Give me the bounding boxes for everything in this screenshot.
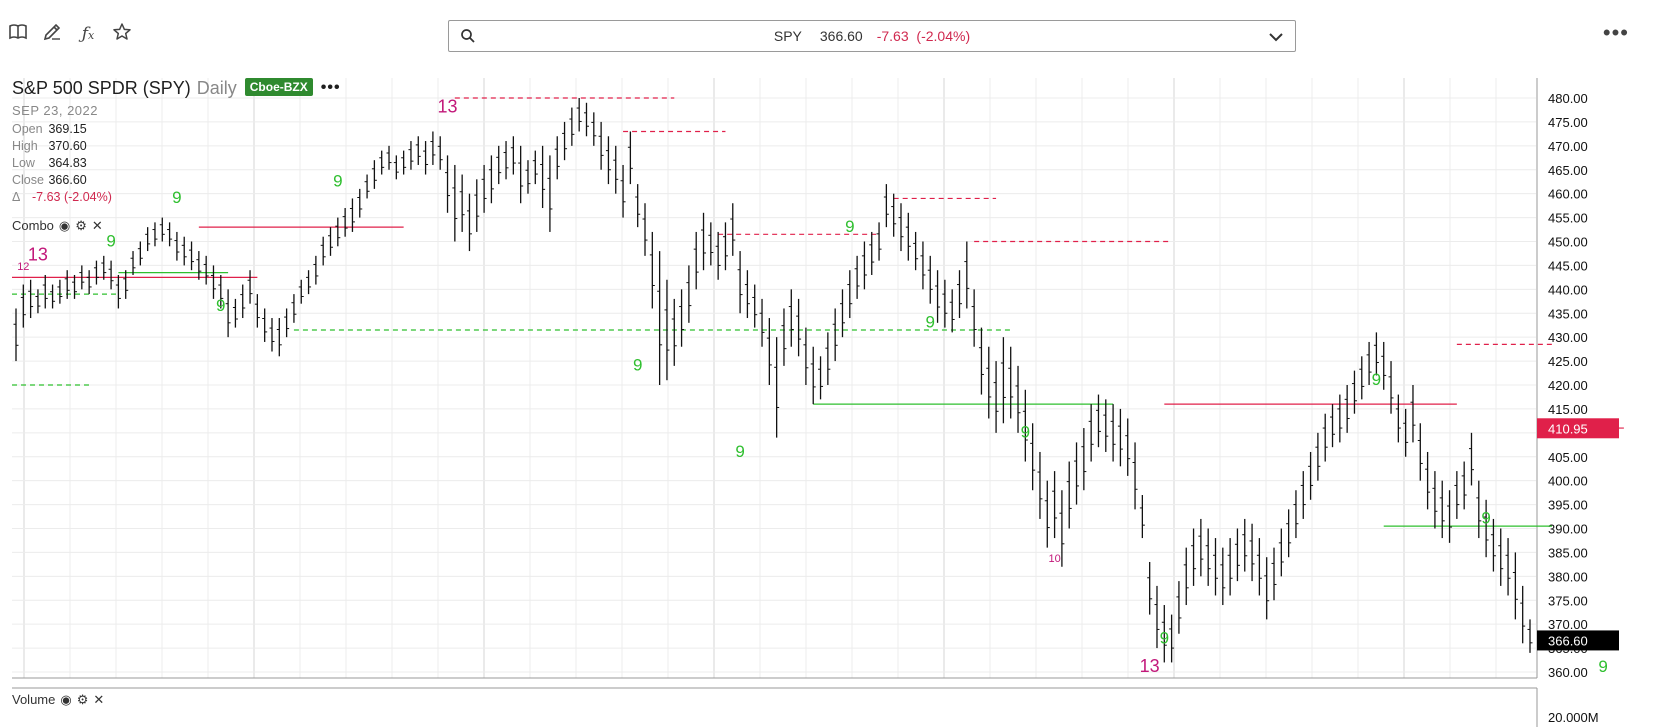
volume-tick-label: 20.000M [1548, 710, 1599, 725]
sequential-count-label: 9 [1481, 509, 1490, 528]
y-tick-label: 395.00 [1548, 498, 1588, 513]
high-label: High [12, 139, 38, 153]
open-value: 369.15 [48, 122, 87, 136]
exchange-badge: Cboe-BZX [244, 78, 313, 96]
grid-layer [12, 78, 1536, 678]
bar-date: SEP 23, 2022 [12, 103, 98, 118]
sequential-count-label: 9 [1160, 628, 1169, 647]
chart-legend: S&P 500 SPDR (SPY) Daily Cboe-BZX ••• SEP 2… [12, 78, 341, 206]
chevron-down-icon[interactable] [1267, 28, 1285, 46]
instrument-name: S&P 500 SPDR (SPY) [12, 78, 191, 98]
open-label: Open [12, 122, 43, 136]
sequential-count-label: 13 [28, 245, 48, 265]
eye-icon[interactable]: ◉ [58, 218, 71, 233]
function-icon[interactable]: ƒx [81, 24, 95, 44]
y-tick-label: 460.00 [1548, 187, 1588, 202]
y-tick-label: 360.00 [1548, 665, 1588, 680]
high-value: 370.60 [48, 139, 87, 153]
y-tick-label: 375.00 [1548, 593, 1588, 608]
close-icon[interactable]: ✕ [93, 692, 105, 707]
close-value: 366.60 [48, 173, 87, 187]
gear-icon[interactable]: ⚙ [76, 692, 89, 707]
symbol-search-box[interactable]: SPY 366.60 -7.63 (-2.04%) [448, 20, 1296, 52]
sequential-count-label: 9 [106, 231, 115, 250]
y-tick-label: 385.00 [1548, 545, 1588, 560]
sequential-count-label: 9 [633, 356, 642, 375]
y-tick-label: 440.00 [1548, 282, 1588, 297]
y-tick-label: 430.00 [1548, 330, 1588, 345]
delta-label: Δ [12, 190, 21, 204]
chart-period[interactable]: Daily [196, 78, 237, 98]
sequential-count-label: 9 [1021, 423, 1030, 442]
volume-study-header: Volume ◉ ⚙ ✕ [12, 692, 104, 708]
sequential-count-label: 13 [438, 96, 458, 116]
sequential-count-label: 9 [1598, 657, 1607, 676]
y-tick-label: 480.00 [1548, 91, 1588, 106]
low-label: Low [12, 156, 35, 170]
y-tick-label: 415.00 [1548, 402, 1588, 417]
sequential-count-label: 9 [172, 188, 181, 207]
last-price-label: 366.60 [1548, 633, 1588, 648]
combo-study-label: Combo [12, 218, 54, 233]
bars-layer [13, 98, 1533, 663]
y-tick-label: 425.00 [1548, 354, 1588, 369]
y-tick-label: 455.00 [1548, 211, 1588, 226]
volume-study-label: Volume [12, 692, 56, 707]
quote-change-pct: (-2.04%) [916, 28, 971, 44]
sequential-count-label: 9 [926, 313, 935, 332]
y-tick-label: 400.00 [1548, 474, 1588, 489]
y-tick-label: 390.00 [1548, 522, 1588, 537]
sequential-count-label: 13 [1140, 656, 1160, 676]
y-tick-label: 420.00 [1548, 378, 1588, 393]
close-label: Close [12, 173, 44, 187]
book-icon[interactable] [6, 22, 30, 46]
y-tick-label: 445.00 [1548, 258, 1588, 273]
y-tick-label: 370.00 [1548, 617, 1588, 632]
sequential-count-label: 9 [735, 442, 744, 461]
star-icon[interactable] [110, 22, 134, 46]
low-value: 364.83 [48, 156, 87, 170]
pencil-icon[interactable] [40, 22, 64, 46]
search-icon [461, 29, 475, 43]
sequential-count-label: 9 [845, 217, 854, 236]
combo-study-header: Combo ◉ ⚙ ✕ [12, 218, 103, 234]
quote-price: 366.60 [819, 28, 863, 44]
marker-price-tag [1537, 418, 1619, 439]
chart-toolbar: ƒx SPY 366.60 -7.63 (-2.04%) ••• [0, 0, 1661, 68]
ohlc-readout: Open 369.15 High 370.60 Low 364.83 Close… [12, 121, 341, 206]
quote-change: -7.63 [876, 28, 909, 44]
y-tick-label: 380.00 [1548, 569, 1588, 584]
sequential-count-label: 9 [1372, 370, 1381, 389]
y-tick-label: 435.00 [1548, 306, 1588, 321]
y-tick-label: 405.00 [1548, 450, 1588, 465]
last-price-tag [1537, 630, 1619, 651]
y-tick-label: 450.00 [1548, 235, 1588, 250]
y-tick-label: 465.00 [1548, 163, 1588, 178]
chart-title-row: S&P 500 SPDR (SPY) Daily Cboe-BZX ••• [12, 78, 341, 99]
sequential-count-label: 9 [216, 296, 225, 315]
more-menu-button[interactable]: ••• [1602, 20, 1629, 45]
quote-symbol: SPY [773, 28, 802, 44]
close-icon[interactable]: ✕ [91, 218, 103, 233]
marker-price-label: 410.95 [1548, 421, 1588, 436]
sequential-count-label: 9 [333, 171, 342, 190]
sequential-count-label: 12 [17, 261, 29, 273]
eye-icon[interactable]: ◉ [60, 692, 72, 707]
sequential-count-label: 10 [1048, 553, 1060, 565]
legend-menu-button[interactable]: ••• [320, 79, 341, 96]
y-tick-label: 475.00 [1548, 115, 1588, 130]
delta-value: -7.63 (-2.04%) [32, 190, 112, 204]
gear-icon[interactable]: ⚙ [75, 218, 87, 233]
symbol-quote: SPY 366.60 -7.63 (-2.04%) [449, 28, 1295, 44]
y-tick-label: 470.00 [1548, 139, 1588, 154]
